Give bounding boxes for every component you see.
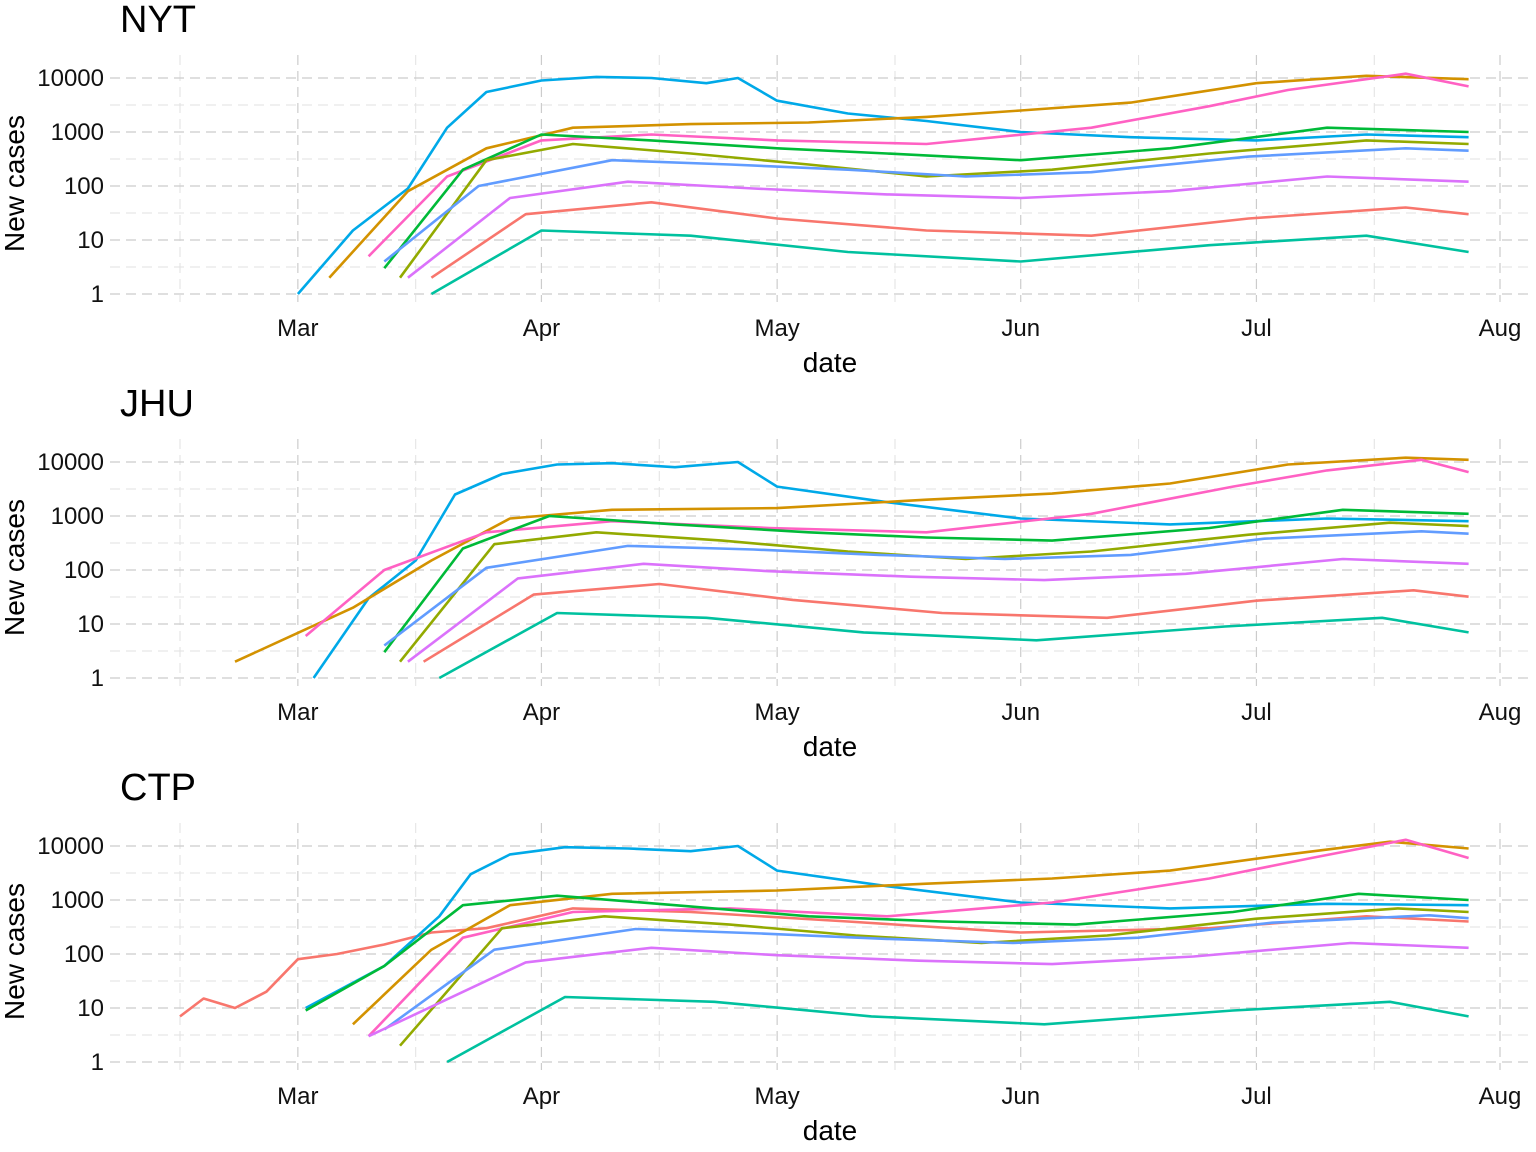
x-tick-label: Apr: [523, 1083, 560, 1110]
series-line: [352, 840, 1469, 1026]
x-tick-label: Jul: [1241, 315, 1272, 342]
series-line: [438, 611, 1469, 680]
series-line: [383, 529, 1469, 647]
series-group: [234, 456, 1469, 680]
y-tick-label: 1: [91, 1049, 104, 1076]
series-line: [234, 456, 1469, 663]
series-line: [383, 126, 1469, 270]
x-tick-label: Aug: [1479, 315, 1522, 342]
x-axis-title: date: [803, 731, 858, 762]
series-line: [383, 147, 1469, 263]
y-tick-label: 100: [64, 557, 104, 584]
panel-nyt: 1 10 100 1000 10000 Mar Apr May Jun Jul Aug NYT date…: [0, 0, 1530, 378]
x-tick-label: Apr: [523, 315, 560, 342]
series-line: [304, 458, 1469, 637]
series-line: [383, 913, 1469, 1031]
y-axis-title: New cases: [0, 883, 30, 1020]
x-axis-title: date: [803, 347, 858, 378]
series-line: [446, 995, 1469, 1064]
y-tick-label: 10000: [37, 833, 104, 860]
x-tick-label: May: [754, 699, 799, 726]
x-axis-title: date: [803, 1115, 858, 1146]
y-tick-label: 10000: [37, 65, 104, 92]
series-line: [296, 75, 1469, 295]
y-tick-label: 10: [77, 227, 104, 254]
series-group: [179, 838, 1469, 1064]
x-tick-label: Jun: [1001, 315, 1040, 342]
chart-title: NYT: [120, 0, 196, 41]
x-tick-label: Jul: [1241, 699, 1272, 726]
series-line: [407, 557, 1469, 663]
series-line: [422, 582, 1469, 663]
x-tick-label: Mar: [277, 1083, 318, 1110]
x-tick-label: Jun: [1001, 699, 1040, 726]
y-axis-title: New cases: [0, 499, 30, 636]
y-tick-label: 100: [64, 941, 104, 968]
y-tick-label: 1: [91, 665, 104, 692]
series-line: [430, 229, 1469, 296]
x-tick-label: Aug: [1479, 699, 1522, 726]
panel-jhu: 1 10 100 1000 10000 Mar Apr May Jun Jul Aug JHU date…: [0, 383, 1530, 762]
series-line: [383, 508, 1469, 653]
y-tick-label: 1000: [51, 887, 104, 914]
series-line: [367, 838, 1469, 1038]
x-tick-label: Aug: [1479, 1083, 1522, 1110]
x-tick-label: Mar: [277, 315, 318, 342]
chart-title: JHU: [120, 383, 194, 425]
y-tick-label: 10: [77, 611, 104, 638]
y-tick-label: 10: [77, 995, 104, 1022]
x-tick-label: Apr: [523, 699, 560, 726]
x-tick-label: May: [754, 315, 799, 342]
series-line: [328, 74, 1469, 279]
series-line: [305, 892, 1469, 1012]
y-tick-label: 1: [91, 281, 104, 308]
series-line: [179, 907, 1469, 1018]
series-line: [368, 941, 1469, 1038]
x-tick-label: Mar: [277, 699, 318, 726]
series-line: [407, 175, 1469, 279]
y-tick-label: 100: [64, 173, 104, 200]
y-tick-label: 10000: [37, 449, 104, 476]
x-tick-label: Jul: [1241, 1083, 1272, 1110]
chart-title: CTP: [120, 767, 196, 809]
x-tick-label: May: [754, 1083, 799, 1110]
y-axis-title: New cases: [0, 115, 30, 252]
series-line: [305, 844, 1469, 1010]
panel-ctp: 1 10 100 1000 10000 Mar Apr May Jun Jul Aug CTP date…: [0, 767, 1530, 1146]
series-line: [430, 201, 1469, 279]
y-tick-label: 1000: [51, 119, 104, 146]
series-line: [367, 72, 1469, 258]
x-tick-label: Jun: [1001, 1083, 1040, 1110]
series-line: [312, 460, 1469, 679]
y-tick-label: 1000: [51, 503, 104, 530]
series-group: [296, 72, 1469, 296]
series-line: [399, 907, 1469, 1047]
